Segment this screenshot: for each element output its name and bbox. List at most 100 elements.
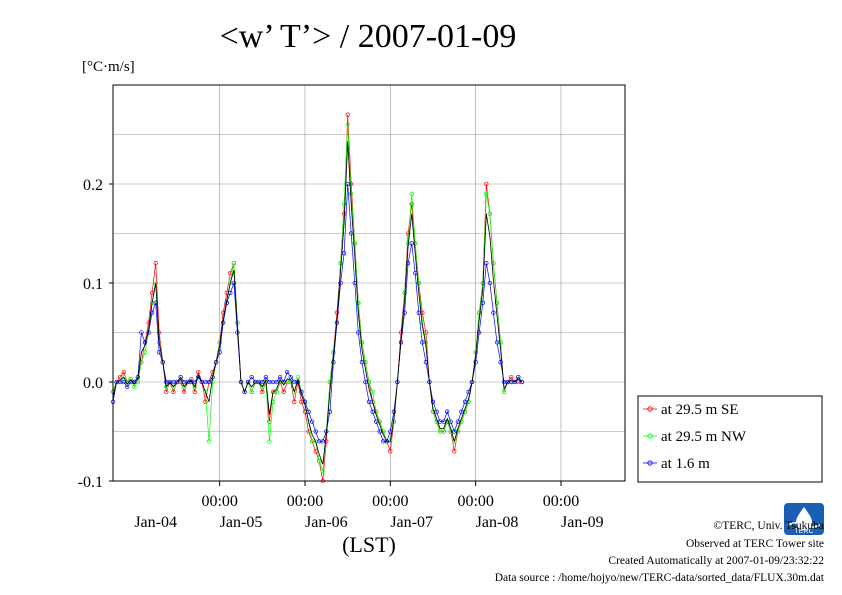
data-point bbox=[441, 429, 446, 434]
series-combined-line bbox=[112, 141, 523, 465]
legend-swatch-marker bbox=[647, 406, 653, 412]
data-point bbox=[341, 201, 347, 206]
data-point bbox=[494, 300, 500, 305]
data-point bbox=[349, 191, 354, 197]
legend-item: at 29.5 m SE bbox=[643, 402, 739, 418]
data-point bbox=[409, 201, 414, 206]
data-point bbox=[260, 389, 265, 395]
data-point bbox=[487, 280, 493, 286]
y-tick-label: 0.0 bbox=[83, 375, 103, 392]
x-tick-date-label: Jan-05 bbox=[220, 514, 263, 531]
series-line bbox=[112, 141, 523, 465]
legend-label: at 1.6 m bbox=[661, 456, 710, 472]
data-point bbox=[487, 211, 493, 216]
x-tick-time-label: 00:00 bbox=[372, 493, 408, 510]
data-point bbox=[206, 379, 212, 385]
data-point bbox=[491, 261, 496, 266]
footer-copyright: ©TERC, Univ. Tsukuba bbox=[713, 520, 824, 532]
data-point bbox=[260, 379, 265, 385]
data-point bbox=[352, 241, 357, 246]
data-point bbox=[473, 360, 478, 365]
data-point bbox=[277, 374, 283, 380]
data-point bbox=[430, 399, 436, 404]
data-point bbox=[345, 122, 350, 127]
data-point bbox=[249, 389, 254, 395]
data-point bbox=[402, 310, 407, 315]
legend-label: at 29.5 m NW bbox=[661, 429, 747, 445]
data-point bbox=[338, 280, 343, 286]
data-point bbox=[320, 468, 325, 474]
legend-item: at 29.5 m NW bbox=[643, 429, 747, 445]
data-point bbox=[452, 429, 457, 434]
footer-datasource: Data source : /home/hojyo/new/TERC-data/… bbox=[494, 572, 824, 584]
data-point bbox=[345, 112, 350, 117]
series-line bbox=[112, 114, 522, 482]
data-point bbox=[363, 379, 368, 385]
data-point bbox=[121, 374, 126, 380]
data-point bbox=[267, 439, 272, 444]
data-point bbox=[494, 340, 500, 345]
data-point bbox=[274, 389, 279, 395]
footer-created: Created Automatically at 2007-01-09/23:3… bbox=[608, 555, 824, 567]
data-point bbox=[498, 360, 503, 365]
x-tick-date-label: Jan-07 bbox=[390, 514, 433, 531]
data-point bbox=[445, 409, 450, 414]
data-point bbox=[519, 379, 525, 385]
data-point bbox=[441, 419, 446, 424]
data-point bbox=[416, 280, 421, 286]
axis-labels: 0.2 0.1 0.0 -0.1 00:00 00:00 00:00 00:00 00:00 Ja… bbox=[78, 177, 604, 531]
data-point bbox=[164, 389, 169, 395]
data-point bbox=[263, 374, 269, 380]
data-point bbox=[491, 310, 496, 315]
x-tick-time-label: 00:00 bbox=[543, 493, 579, 510]
data-point bbox=[341, 251, 347, 256]
data-point bbox=[153, 261, 158, 266]
data-point bbox=[132, 384, 137, 390]
series-at-29-5-m-se bbox=[110, 112, 525, 484]
data-point bbox=[373, 419, 379, 424]
legend-swatch-marker bbox=[647, 433, 653, 439]
data-point bbox=[128, 376, 133, 382]
data-point bbox=[142, 350, 148, 355]
x-axis-label: (LST) bbox=[342, 532, 396, 557]
data-point bbox=[292, 399, 297, 404]
y-tick-label: 0.2 bbox=[83, 177, 103, 194]
data-point bbox=[313, 429, 318, 434]
data-point bbox=[459, 409, 464, 414]
chart-title: <w’ T’> / 2007-01-09 bbox=[220, 18, 517, 55]
data-point bbox=[331, 360, 336, 365]
data-point bbox=[391, 409, 397, 414]
data-point bbox=[405, 261, 411, 266]
data-point bbox=[196, 369, 201, 375]
data-point bbox=[370, 409, 375, 414]
data-point bbox=[409, 191, 414, 197]
data-point bbox=[192, 389, 197, 395]
data-point bbox=[477, 330, 482, 335]
legend-label: at 29.5 m SE bbox=[661, 402, 739, 418]
data-point bbox=[434, 409, 439, 414]
series-layer bbox=[110, 112, 525, 484]
data-point bbox=[192, 384, 197, 390]
data-point bbox=[462, 399, 468, 404]
data-point bbox=[231, 261, 237, 266]
legend-swatch-marker bbox=[647, 460, 653, 466]
y-tick-label: 0.1 bbox=[83, 276, 103, 293]
data-point bbox=[274, 379, 279, 385]
data-point bbox=[452, 449, 457, 454]
data-point bbox=[388, 449, 393, 454]
data-point bbox=[484, 181, 489, 187]
data-point bbox=[509, 374, 514, 380]
y-unit-label: [°C·m/s] bbox=[82, 59, 135, 75]
grid bbox=[113, 84, 625, 482]
x-tick-date-label: Jan-08 bbox=[476, 514, 519, 531]
data-point bbox=[231, 280, 237, 286]
data-point bbox=[139, 330, 144, 335]
data-point bbox=[203, 389, 208, 395]
data-point bbox=[501, 389, 507, 395]
data-point bbox=[249, 374, 254, 380]
data-point bbox=[125, 384, 130, 390]
data-point bbox=[477, 310, 482, 315]
data-point bbox=[285, 369, 290, 375]
data-point bbox=[153, 300, 158, 305]
